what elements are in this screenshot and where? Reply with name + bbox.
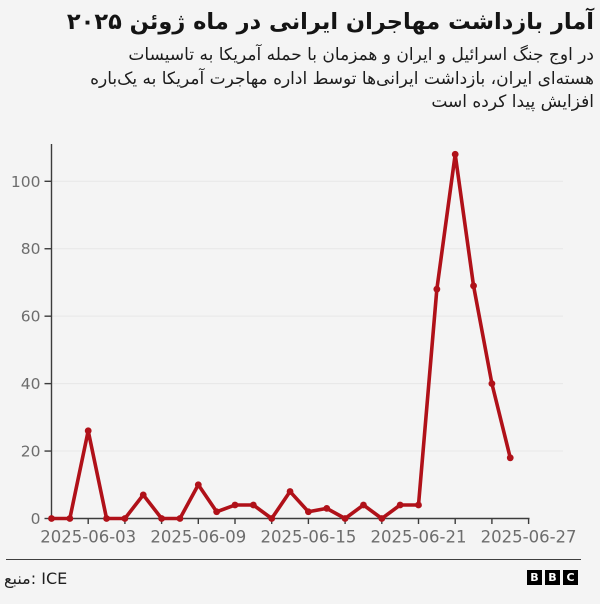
y-tick-label: 60 [21, 308, 41, 326]
y-tick-label: 40 [21, 375, 41, 393]
data-point [433, 285, 441, 293]
data-point [48, 515, 55, 522]
page-title: آمار بازداشت مهاجران ایرانی در ماه ژوئن … [66, 9, 594, 35]
chart-subtitle: در اوج جنگ اسرائیل و ایران و همزمان با ح… [5, 44, 594, 115]
data-point [121, 515, 129, 522]
data-point [66, 515, 74, 522]
data-point [323, 504, 331, 512]
data-point [103, 515, 110, 522]
x-tick-label: 2025-06-03 [40, 528, 136, 547]
x-tick-label: 2025-06-27 [481, 528, 577, 547]
y-tick-label: 80 [21, 240, 41, 258]
footer-divider [6, 559, 581, 560]
subtitle-line: در اوج جنگ اسرائیل و ایران و همزمان با ح… [128, 45, 594, 66]
data-point [84, 427, 92, 435]
x-tick-label: 2025-06-09 [150, 528, 246, 547]
y-tick-label: 100 [11, 173, 41, 191]
data-point [305, 508, 312, 516]
data-point [360, 501, 367, 509]
data-point [213, 508, 221, 516]
data-point [286, 488, 294, 495]
data-point [506, 454, 514, 462]
y-tick-label: 20 [21, 443, 41, 461]
bbc-logo-block: B [545, 570, 560, 585]
subtitle-line: افزایش پیدا کرده است [431, 92, 594, 113]
data-point [470, 282, 477, 290]
data-point [341, 515, 349, 522]
x-tick-label: 2025-06-21 [371, 528, 467, 547]
data-point [268, 515, 276, 522]
data-point [176, 515, 184, 522]
data-point [249, 501, 257, 509]
data-point [415, 501, 422, 509]
data-point [451, 150, 459, 158]
data-line [49, 152, 513, 521]
y-tick-label: 0 [31, 510, 41, 528]
chart-header: آمار بازداشت مهاجران ایرانی در ماه ژوئن … [5, 8, 594, 115]
source-label: منبع: ICE [4, 569, 68, 588]
line-chart: 0 20 40 60 80 100 2025-06-03 2025-06-09 2025-06-… [11, 144, 577, 547]
bbc-logo: B B C [527, 570, 578, 585]
data-point [139, 491, 147, 499]
data-point [378, 515, 386, 522]
data-point [158, 515, 166, 522]
data-point [194, 481, 202, 489]
data-point [396, 501, 404, 509]
data-point [231, 501, 239, 509]
bbc-logo-block: B [527, 570, 542, 585]
subtitle-line: هسته‌ای ایران، بازداشت ایرانی‌ها توسط اد… [90, 68, 594, 89]
data-point [488, 380, 496, 388]
x-tick-label: 2025-06-15 [260, 528, 356, 547]
bbc-logo-block: C [563, 570, 578, 585]
